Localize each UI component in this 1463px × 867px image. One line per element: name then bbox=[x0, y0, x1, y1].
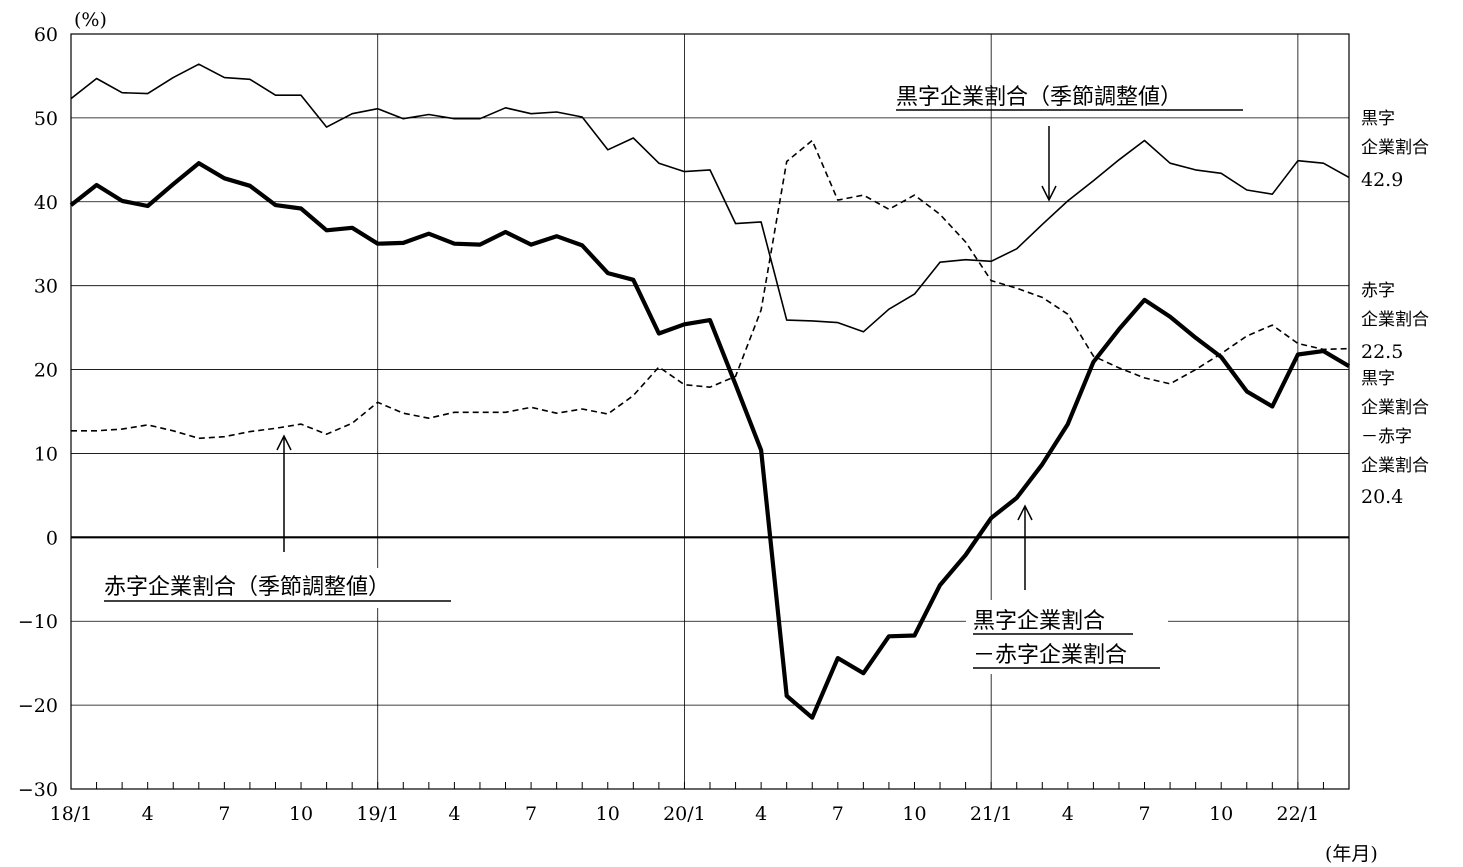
y-tick-label: −30 bbox=[18, 779, 58, 801]
end-label-kuroji-value: 42.9 bbox=[1361, 169, 1403, 191]
x-tick-label: 19/1 bbox=[356, 803, 399, 825]
grid bbox=[71, 34, 1349, 789]
end-label-kuroji-1: 黒字 bbox=[1361, 109, 1395, 129]
plot-border bbox=[70, 33, 1350, 790]
end-label-diff-2: 企業割合 bbox=[1361, 398, 1429, 418]
y-tick-label: 0 bbox=[46, 527, 58, 549]
y-tick-label: 40 bbox=[34, 192, 58, 214]
end-label-diff-4: 企業割合 bbox=[1361, 456, 1429, 476]
x-tick-label: 10 bbox=[1209, 803, 1233, 825]
x-tick-label: 7 bbox=[832, 803, 844, 825]
axes: −30 −20 −10 0 10 20 30 40 50 60 18/1 4 7 10 19/1 4 7 10 20… bbox=[18, 24, 1350, 825]
end-label-akaji-value: 22.5 bbox=[1361, 341, 1403, 363]
annotation-kuroji: 黒字企業割合（季節調整値） bbox=[896, 85, 1182, 110]
x-tick-label: 7 bbox=[1138, 803, 1150, 825]
annotation-kuroji-arrowhead bbox=[1041, 185, 1057, 202]
y-tick-label: 50 bbox=[34, 108, 58, 130]
x-tick-label: 22/1 bbox=[1277, 803, 1320, 825]
series-line-0 bbox=[70, 63, 1350, 333]
x-tick-label: 4 bbox=[142, 803, 154, 825]
x-tick-label: 18/1 bbox=[50, 803, 93, 825]
y-tick-label: −20 bbox=[18, 695, 58, 717]
x-tick-label: 7 bbox=[218, 803, 230, 825]
x-unit-label: (年月) bbox=[1325, 843, 1378, 865]
y-tick-label: 30 bbox=[34, 276, 58, 298]
annotation-diff-bg bbox=[966, 600, 1168, 674]
end-label-diff-value: 20.4 bbox=[1361, 486, 1403, 508]
y-tick-label: 20 bbox=[34, 360, 58, 382]
y-tick-label: 10 bbox=[34, 443, 58, 465]
labels: (%) (年月) 黒字企業割合（季節調整値） 赤字企業割合（季節調整値） 黒字企… bbox=[74, 9, 1429, 865]
x-tick-label: 20/1 bbox=[663, 803, 706, 825]
x-tick-label: 21/1 bbox=[970, 803, 1013, 825]
series-layer bbox=[69, 63, 1351, 720]
x-tick-label: 10 bbox=[289, 803, 313, 825]
end-label-kuroji-2: 企業割合 bbox=[1361, 138, 1429, 158]
annotation-diff-line2: －赤字企業割合 bbox=[973, 643, 1127, 668]
series-line-1 bbox=[71, 139, 1350, 440]
x-tick-label: 7 bbox=[525, 803, 537, 825]
x-tick-label: 10 bbox=[596, 803, 620, 825]
y-tick-label: −10 bbox=[18, 611, 58, 633]
x-tick-label: 4 bbox=[448, 803, 460, 825]
annotation-akaji-arrowhead bbox=[276, 434, 292, 451]
annotation-akaji: 赤字企業割合（季節調整値） bbox=[104, 575, 390, 600]
end-label-diff-3: －赤字 bbox=[1361, 427, 1412, 447]
annotation-diff-line1: 黒字企業割合 bbox=[973, 609, 1105, 634]
x-tick-label: 4 bbox=[755, 803, 767, 825]
x-tick-label: 10 bbox=[902, 803, 926, 825]
x-tick-label: 4 bbox=[1062, 803, 1074, 825]
y-unit-label: (%) bbox=[74, 9, 107, 31]
end-label-akaji-2: 企業割合 bbox=[1361, 310, 1429, 330]
y-tick-label: 60 bbox=[34, 24, 58, 46]
end-label-diff-1: 黒字 bbox=[1361, 369, 1395, 389]
annotation-diff-arrowhead bbox=[1017, 504, 1033, 521]
end-label-akaji-1: 赤字 bbox=[1361, 281, 1395, 301]
series-line-2 bbox=[69, 161, 1351, 720]
